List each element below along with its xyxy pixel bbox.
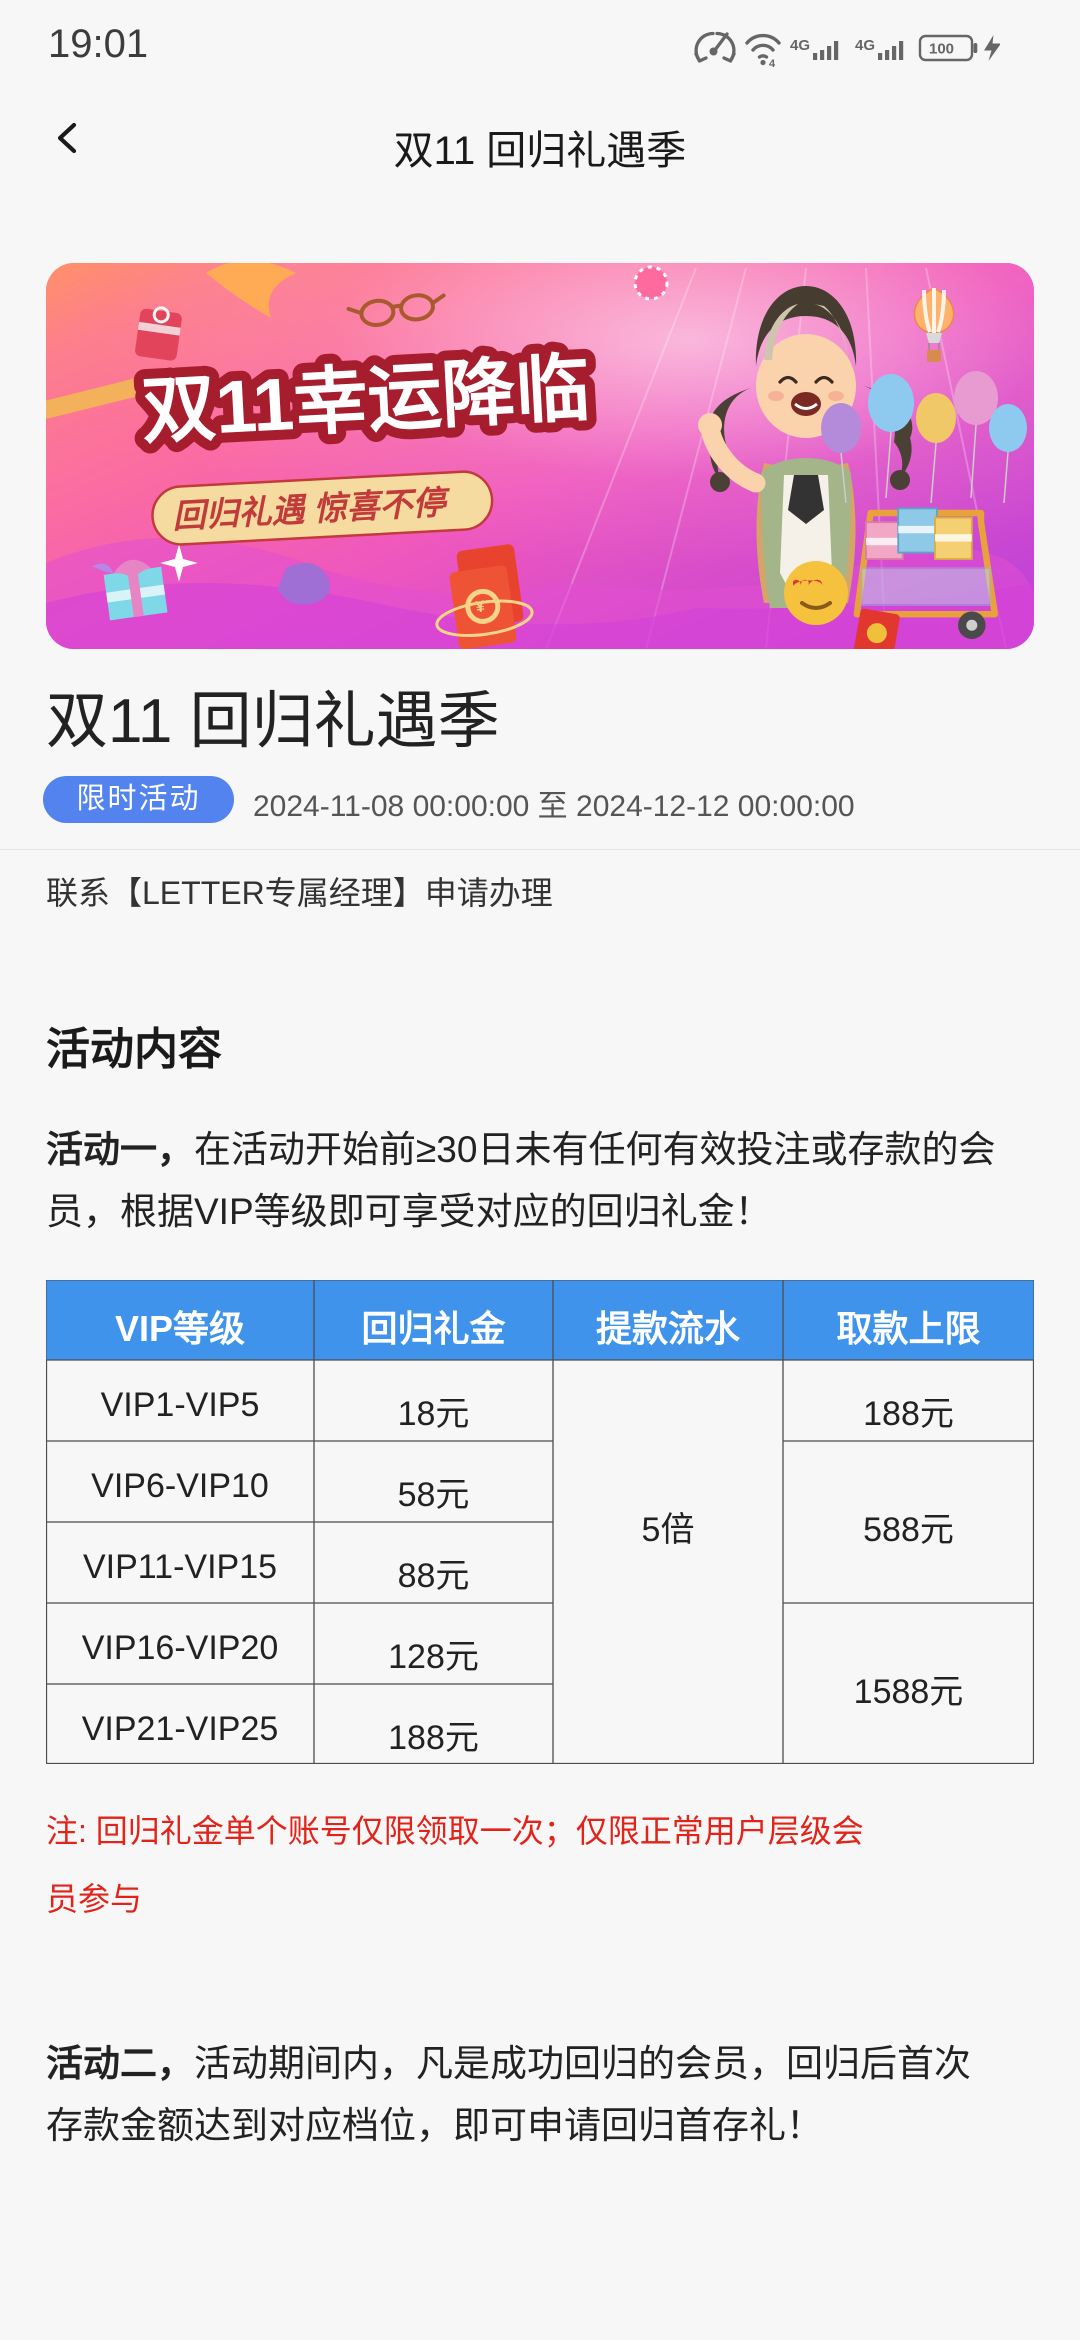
- svg-text:4: 4: [769, 58, 776, 70]
- svg-text:4G: 4G: [790, 37, 810, 54]
- svg-text:4G: 4G: [855, 37, 875, 54]
- svg-text:100: 100: [929, 41, 954, 58]
